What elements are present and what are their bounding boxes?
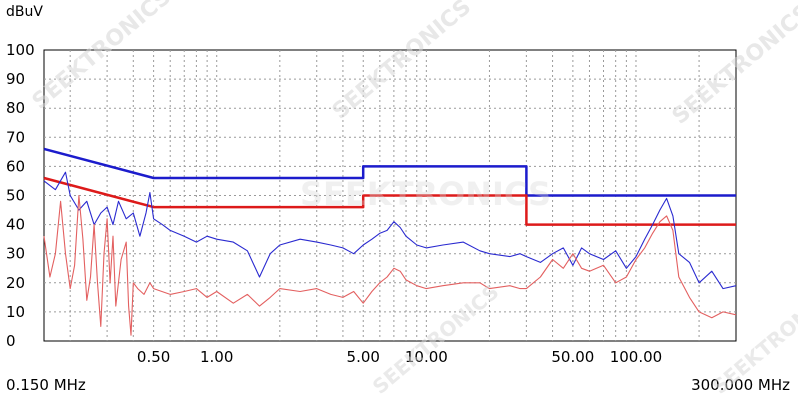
y-tick-label: 70 bbox=[6, 128, 25, 146]
y-tick-label: 10 bbox=[6, 303, 25, 321]
x-tick-label: 1.00 bbox=[200, 348, 233, 366]
x-tick-labels: 0.50 1.00 5.00 10.00 50.00 100.00 bbox=[137, 348, 662, 366]
trace-line-2 bbox=[43, 171, 737, 290]
limit-line-1 bbox=[43, 176, 736, 226]
y-tick-label: 100 bbox=[6, 41, 35, 59]
y-tick-label: 40 bbox=[6, 216, 25, 234]
x-start-label: 0.150 MHz bbox=[6, 376, 86, 394]
y-tick-labels: 0 10 20 30 40 50 60 70 80 90 100 bbox=[6, 41, 35, 350]
series-group bbox=[43, 147, 737, 336]
trace-line-3 bbox=[43, 194, 737, 336]
y-tick-label: 30 bbox=[6, 245, 25, 263]
y-tick-label: 0 bbox=[6, 332, 16, 350]
y-tick-label: 60 bbox=[6, 157, 25, 175]
x-end-label: 300.000 MHz bbox=[691, 376, 790, 394]
y-tick-label: 90 bbox=[6, 70, 25, 88]
x-tick-label: 100.00 bbox=[610, 348, 663, 366]
y-tick-label: 50 bbox=[6, 187, 25, 205]
x-tick-label: 10.00 bbox=[405, 348, 448, 366]
y-tick-label: 20 bbox=[6, 274, 25, 292]
x-tick-label: 0.50 bbox=[137, 348, 170, 366]
y-tick-label: 80 bbox=[6, 99, 25, 117]
y-axis-label: dBuV bbox=[6, 4, 43, 20]
x-tick-label: 5.00 bbox=[347, 348, 380, 366]
x-tick-label: 50.00 bbox=[551, 348, 594, 366]
